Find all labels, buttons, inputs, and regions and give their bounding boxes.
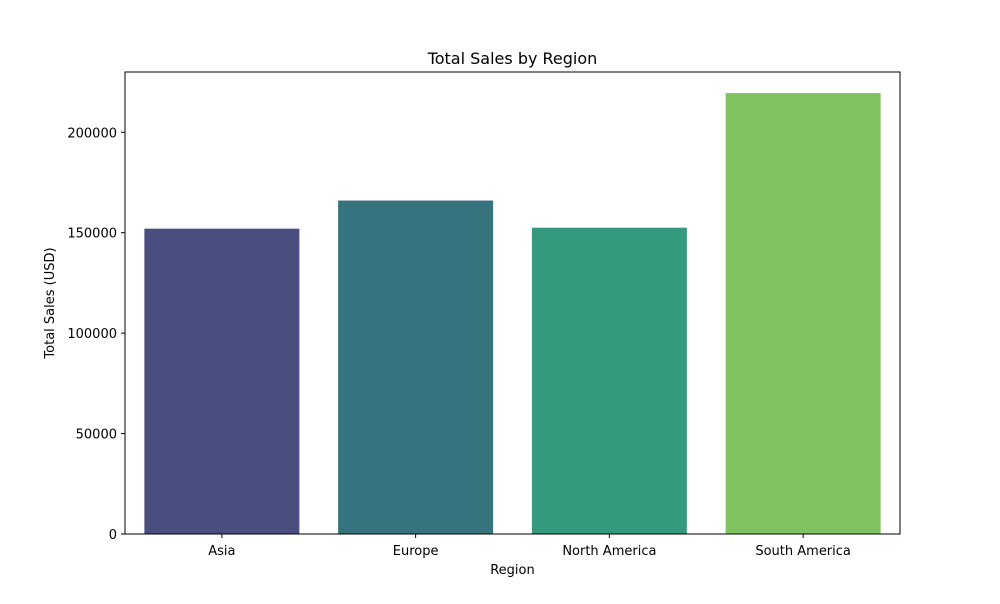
y-tick-label: 200000 [67, 126, 117, 141]
y-axis: 0 50000 100000 150000 200000 [67, 126, 125, 543]
y-tick-label: 150000 [67, 227, 117, 242]
y-axis-label: Total Sales (USD) [43, 247, 58, 359]
x-tick-label: Asia [208, 544, 235, 559]
x-tick-label: South America [755, 544, 851, 559]
bar-south-america [725, 93, 881, 534]
y-tick-label: 50000 [76, 428, 117, 443]
bars-layer [144, 93, 881, 534]
x-axis-label: Region [490, 563, 535, 578]
x-tick-label: North America [562, 544, 656, 559]
x-axis: Asia Europe North America South America [208, 534, 851, 559]
bar-north-america [531, 227, 687, 534]
x-tick-label: Europe [393, 544, 439, 559]
y-tick-label: 0 [109, 528, 117, 543]
plot-frame [124, 71, 901, 535]
bar-asia [144, 228, 300, 534]
y-tick-label: 100000 [67, 327, 117, 342]
chart-title: Total Sales by Region [427, 49, 598, 68]
bar-europe [338, 200, 494, 534]
